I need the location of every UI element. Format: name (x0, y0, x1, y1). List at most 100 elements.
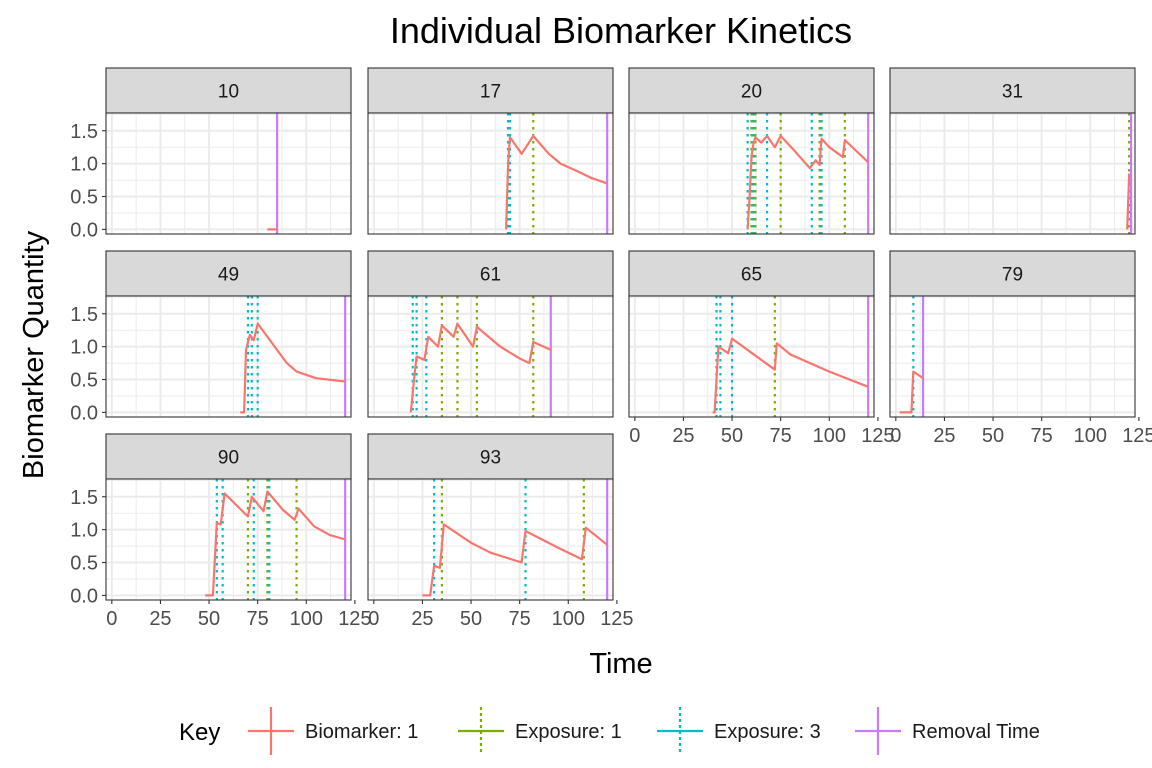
x-tick-label: 75 (509, 608, 531, 630)
facet-strip-label: 10 (218, 82, 239, 103)
y-tick-label: 0.5 (70, 553, 98, 575)
x-tick-label: 125 (338, 608, 371, 630)
y-tick-label: 0.0 (70, 219, 98, 241)
legend-label: Exposure: 3 (714, 721, 821, 743)
facet-strip (105, 433, 352, 480)
facet-strip (628, 250, 875, 297)
facet-panel-49: 49 0.0 0.5 1.0 1.5 (70, 250, 352, 424)
x-axis-title: Time (589, 648, 652, 680)
panel-background (890, 296, 1135, 417)
x-tick-label: 25 (149, 608, 171, 630)
x-tick-label: 50 (460, 608, 482, 630)
x-tick-label: 25 (672, 425, 694, 447)
x-tick-label: 50 (198, 608, 220, 630)
legend-title: Key (179, 719, 220, 746)
x-tick-label: 50 (721, 425, 743, 447)
x-tick-label: 50 (982, 425, 1004, 447)
panel-background (106, 479, 351, 600)
y-tick-label: 1.0 (70, 337, 98, 359)
panel-border (889, 295, 1136, 418)
x-tick-label: 0 (106, 608, 117, 630)
panel-background (368, 479, 613, 600)
biomarker-series-line (422, 523, 608, 597)
facet-strip (105, 250, 352, 297)
legend-entry: Exposure: 3 (657, 707, 821, 755)
gridlines (106, 113, 351, 234)
legend-entry: Exposure: 1 (458, 707, 622, 755)
biomarker-series-line (505, 134, 608, 230)
x-tick-label: 100 (1074, 425, 1107, 447)
y-tick-label: 1.5 (70, 487, 98, 509)
panel-border (367, 112, 614, 235)
panel-border (889, 112, 1136, 235)
gridlines (106, 479, 351, 600)
biomarker-series-line (712, 337, 869, 414)
panel-border (367, 478, 614, 601)
facet-strip (889, 67, 1136, 114)
x-tick-label: 0 (368, 608, 379, 630)
facet-strip-label: 20 (741, 82, 762, 103)
facet-panel-10: 10 0.0 0.5 1.0 1.5 (70, 67, 352, 241)
y-tick-label: 1.5 (70, 304, 98, 326)
gridlines (368, 296, 613, 417)
panel-border (105, 295, 352, 418)
facet-panel-31: 31 (889, 67, 1136, 235)
x-tick-label: 0 (890, 425, 901, 447)
x-tick-label: 25 (411, 608, 433, 630)
x-tick-label: 75 (1031, 425, 1053, 447)
chart-title: Individual Biomarker Kinetics (390, 10, 852, 51)
y-tick-label: 1.5 (70, 121, 98, 143)
facet-panel-65: 65 0 25 50 75 100 125 (628, 250, 895, 447)
facet-panel-90: 90 0.0 0.5 1.0 1.5 0 25 50 75 100 125 (70, 433, 372, 630)
biomarker-series-line (240, 322, 346, 414)
facet-panel-61: 61 (367, 250, 614, 418)
biomarker-series-line (746, 134, 869, 230)
x-tick-label: 100 (290, 608, 323, 630)
y-axis-title: Biomarker Quantity (18, 230, 50, 479)
x-tick-label: 100 (552, 608, 585, 630)
gridlines (368, 113, 613, 234)
facet-strip-label: 17 (480, 82, 501, 103)
y-tick-label: 0.0 (70, 402, 98, 424)
gridlines (890, 296, 1135, 417)
biomarker-series-line (409, 322, 552, 413)
y-tick-label: 0.0 (70, 585, 98, 607)
legend: Key Biomarker: 1 Exposure: 1 Exposure: 3 Rem… (179, 707, 1040, 755)
x-tick-label: 75 (247, 608, 269, 630)
y-tick-label: 1.0 (70, 520, 98, 542)
facet-strip-label: 65 (741, 265, 762, 286)
facet-strip (367, 250, 614, 297)
panel-background (368, 113, 613, 234)
x-tick-label: 125 (861, 425, 894, 447)
facet-panels: 10 0.0 0.5 1.0 1.5 17 20 31 49 0.0 0.5 1.0 1.5 61 65 0 2… (70, 67, 1152, 630)
panel-background (106, 296, 351, 417)
facet-strip-label: 31 (1002, 82, 1023, 103)
panel-border (105, 112, 352, 235)
gridlines (106, 296, 351, 417)
panel-border (628, 112, 875, 235)
panel-background (368, 296, 613, 417)
panel-border (367, 295, 614, 418)
facet-panel-20: 20 (628, 67, 875, 235)
facet-panel-79: 79 0 25 50 75 100 125 (889, 250, 1152, 447)
legend-label: Exposure: 1 (515, 721, 622, 743)
biomarker-series-line (205, 490, 346, 597)
gridlines (890, 113, 1135, 234)
panel-border (628, 295, 875, 418)
facet-panel-93: 93 0 25 50 75 100 125 (367, 433, 634, 630)
panel-background (629, 296, 874, 417)
facet-panel-17: 17 (367, 67, 614, 235)
facet-strip (367, 433, 614, 480)
facet-strip (628, 67, 875, 114)
x-tick-label: 125 (1122, 425, 1152, 447)
panel-background (890, 113, 1135, 234)
biomarker-series-line (1126, 173, 1131, 230)
gridlines (629, 113, 874, 234)
facet-strip-label: 79 (1002, 265, 1023, 286)
gridlines (368, 479, 613, 600)
x-tick-label: 75 (770, 425, 792, 447)
facet-strip-label: 61 (480, 265, 501, 286)
biomarker-series-line (899, 370, 924, 414)
facet-strip-label: 90 (218, 448, 239, 469)
